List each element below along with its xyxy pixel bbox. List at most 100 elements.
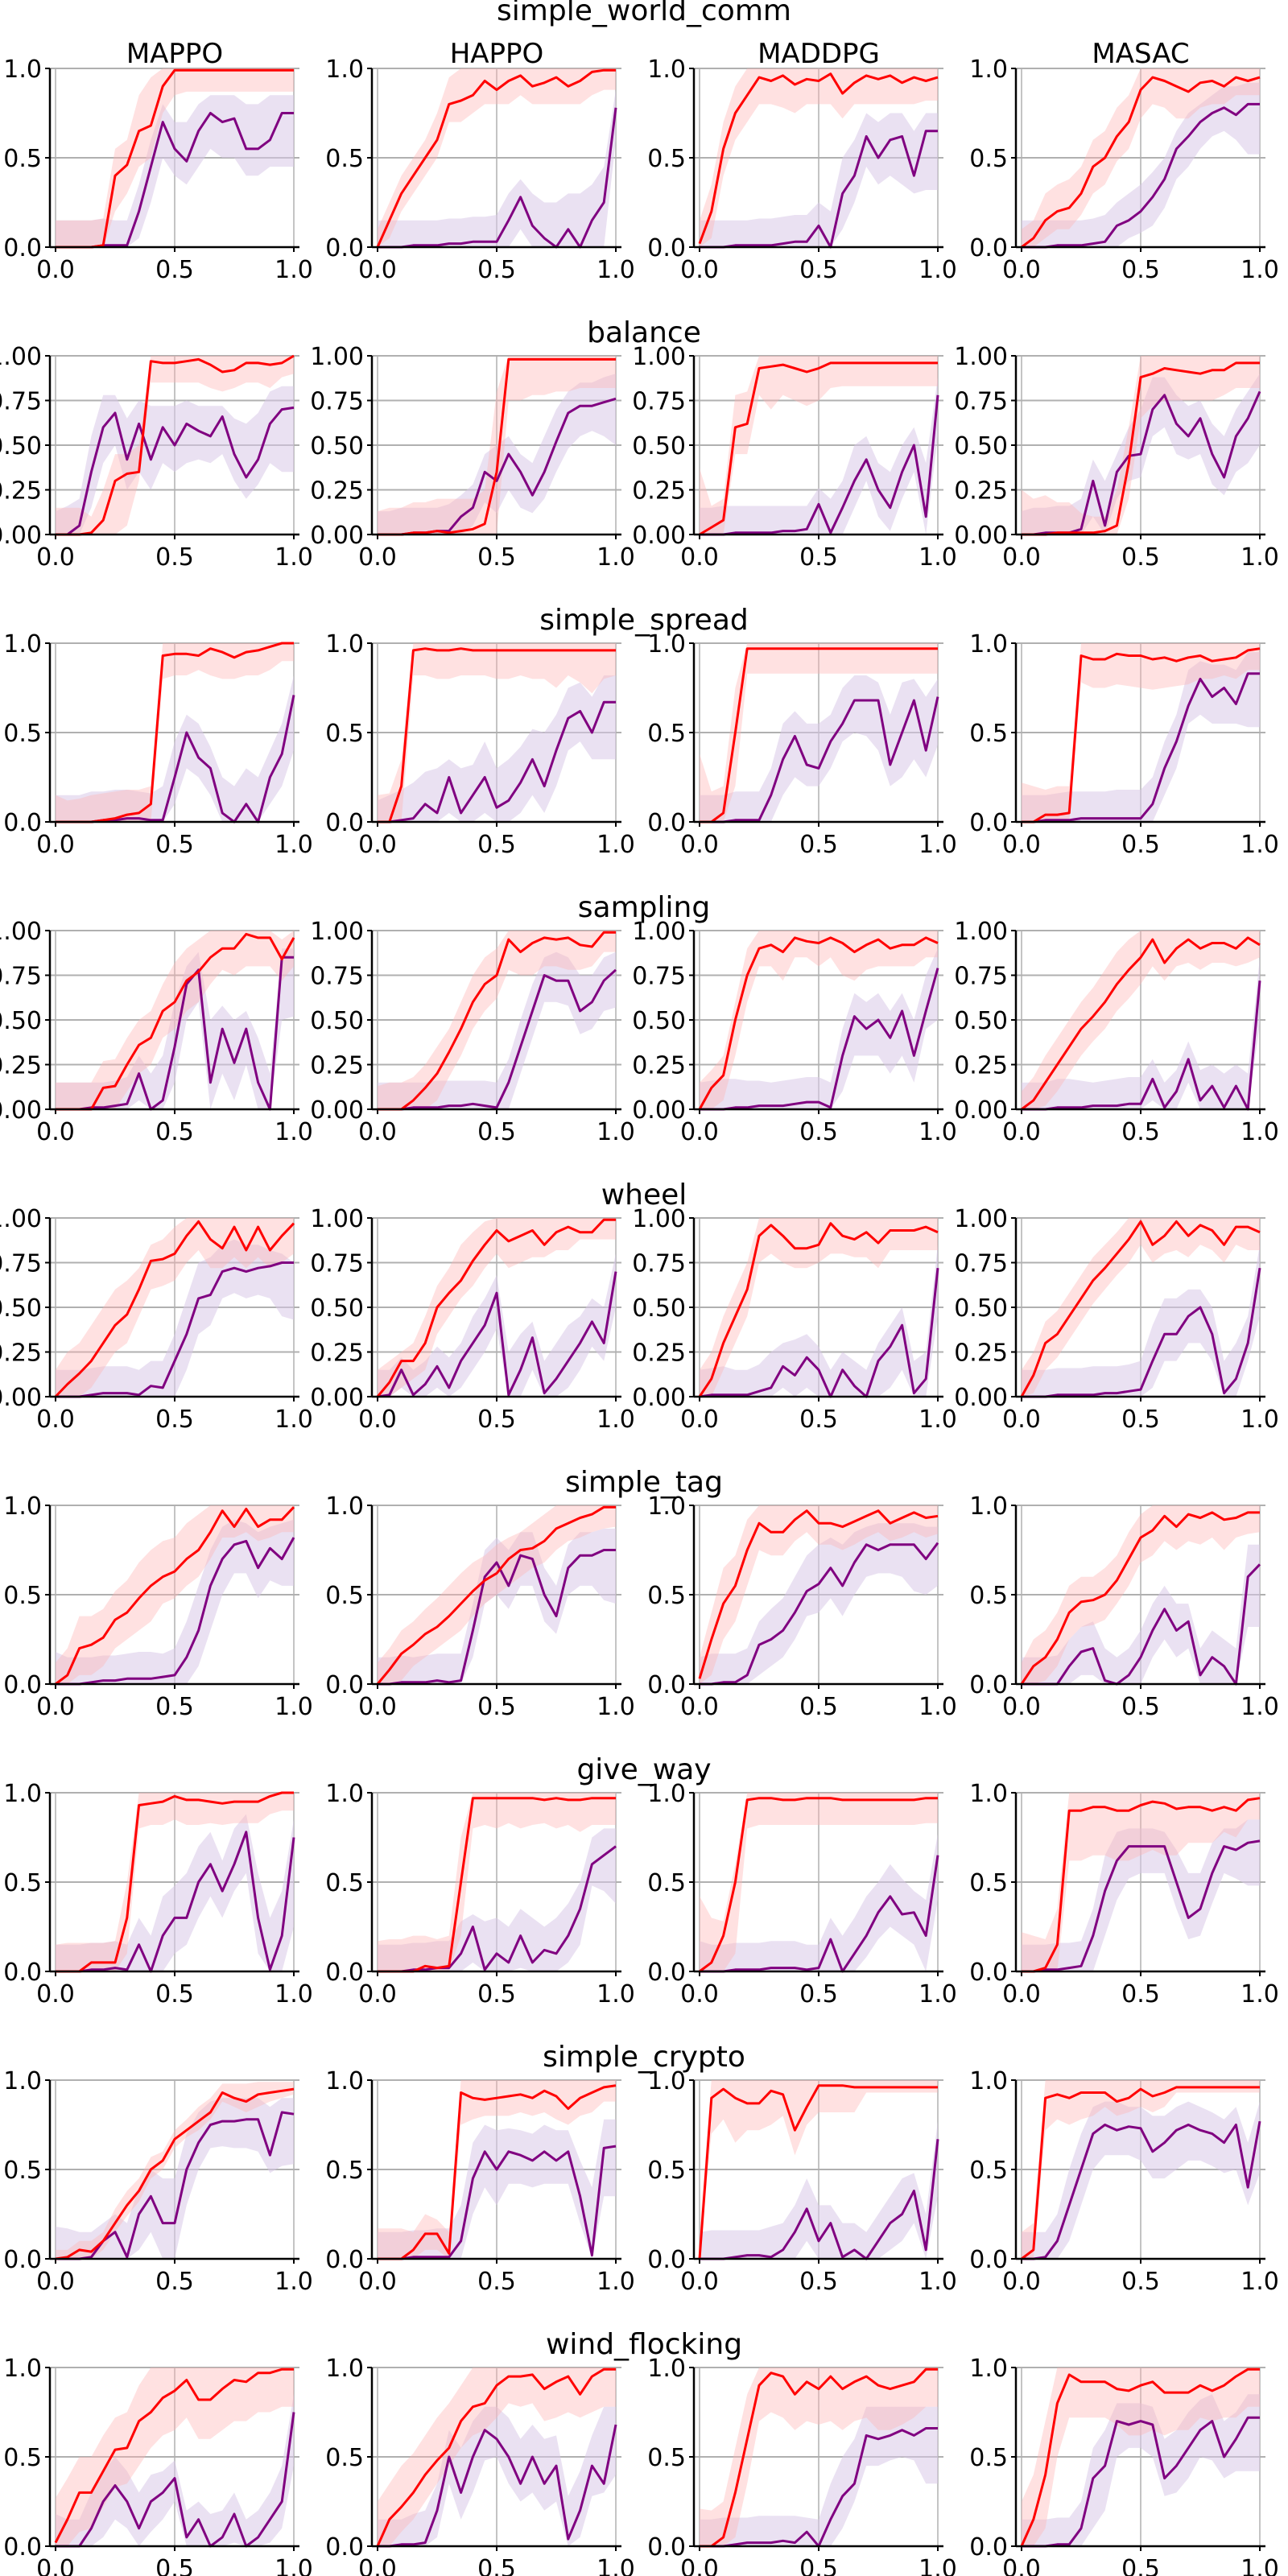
row-title: balance [587, 316, 701, 349]
x-tick-label: 1.0 [1241, 543, 1279, 572]
series-a-line [698, 72, 939, 245]
series-a-band [56, 1218, 294, 1397]
series-b-line [56, 1831, 295, 1973]
subplot-wheel-maddpg: 0.00 0.25 0.50 0.75 1.00 0.0 0.5 1.0 [632, 1205, 957, 1434]
y-tick-label: 1.0 [647, 1492, 686, 1521]
x-tick-label: 1.0 [275, 831, 313, 859]
series-a-line [700, 647, 938, 824]
series-a-band [378, 931, 616, 1109]
subplot-simple-crypto-maddpg: 0.0 0.5 1.0 0.0 0.5 1.0 [647, 2067, 957, 2296]
series-a-band [1022, 1505, 1260, 1684]
x-tick-label: 0.5 [477, 2268, 516, 2296]
y-tick-label: 0.50 [310, 1007, 364, 1035]
y-tick-label: 1.0 [325, 2355, 364, 2383]
x-tick-label: 1.0 [919, 831, 957, 859]
y-tick-label: 1.0 [3, 1780, 42, 1808]
y-tick-label: 0.0 [647, 2246, 686, 2274]
y-tick-label: 0.50 [310, 1294, 364, 1323]
y-tick-label: 0.75 [310, 388, 364, 416]
y-tick-label: 0.50 [954, 1294, 1008, 1323]
x-tick-label: 1.0 [275, 256, 313, 284]
x-tick-label: 0.5 [155, 2268, 194, 2296]
y-tick-label: 0.50 [0, 1007, 42, 1035]
y-tick-label: 0.25 [954, 1340, 1008, 1368]
y-tick-label: 0.0 [3, 2246, 42, 2274]
y-tick-label: 1.00 [0, 1205, 42, 1233]
series-a-band [378, 2368, 616, 2546]
series-a-band [56, 1505, 294, 1684]
x-tick-label: 1.0 [919, 1406, 957, 1434]
y-tick-label: 0.25 [0, 1052, 42, 1080]
series-b-band [56, 948, 294, 1109]
y-tick-label: 0.0 [969, 2533, 1008, 2562]
series-b-line [1022, 2120, 1261, 2260]
x-tick-label: 0.0 [358, 831, 397, 859]
x-tick-label: 0.0 [1002, 1118, 1041, 1146]
series-b-band [56, 2098, 294, 2259]
series-a-line [1022, 1797, 1261, 1973]
y-tick-label: 0.50 [954, 1007, 1008, 1035]
row-title: simple_world_comm [497, 0, 791, 27]
series-b-line [378, 968, 617, 1111]
series-b-band [1022, 2101, 1260, 2259]
x-tick-label: 1.0 [919, 1118, 957, 1146]
x-tick-label: 1.0 [597, 2268, 635, 2296]
row-wheel: wheel0.000.250.500.751.000.00.51.00.000.… [0, 1179, 1279, 1434]
x-tick-label: 0.5 [1121, 1693, 1160, 1721]
subplot-give-way-happo: 0.0 0.5 1.0 0.0 0.5 1.0 [325, 1780, 635, 2008]
subplot-give-way-masac: 0.0 0.5 1.0 0.0 0.5 1.0 [969, 1780, 1279, 2008]
y-tick-label: 1.0 [325, 2067, 364, 2095]
series-b-band [700, 1834, 938, 1971]
series-b-line [700, 968, 939, 1111]
y-tick-label: 1.0 [325, 56, 364, 84]
series-a-line [378, 1797, 616, 1973]
y-tick-label: 1.0 [3, 630, 42, 658]
y-tick-label: 0.25 [954, 477, 1008, 506]
series-a-band [1022, 1218, 1260, 1397]
x-tick-label: 0.0 [36, 1406, 75, 1434]
y-tick-label: 0.0 [325, 234, 364, 262]
row-title: give_way [576, 1753, 711, 1786]
y-tick-label: 0.00 [954, 522, 1008, 550]
series-b-line [1022, 1563, 1261, 1686]
y-tick-label: 0.25 [310, 1340, 364, 1368]
series-a-line [698, 936, 939, 1110]
series-a-line [376, 1505, 616, 1685]
y-tick-label: 0.00 [310, 1096, 364, 1125]
series-a-line [56, 1791, 294, 1973]
subplot-simple-spread-masac: 0.0 0.5 1.0 0.0 0.5 1.0 [969, 630, 1279, 859]
x-tick-label: 1.0 [919, 1980, 957, 2008]
y-tick-label: 0.5 [647, 1582, 686, 1610]
subplot-simple-tag-happo: 0.0 0.5 1.0 0.0 0.5 1.0 [325, 1492, 635, 1721]
subplot-wind-flocking-masac: 0.0 0.5 1.0 0.0 0.5 1.0 [969, 2355, 1279, 2576]
y-tick-label: 1.0 [969, 2067, 1008, 2095]
y-tick-label: 0.25 [0, 477, 42, 506]
y-tick-label: 1.00 [954, 343, 1008, 371]
y-tick-label: 0.00 [632, 1384, 686, 1412]
subplot-simple-crypto-happo: 0.0 0.5 1.0 0.0 0.5 1.0 [325, 2067, 635, 2296]
subplot-simple-world-comm-happo: 0.0 0.5 1.0 0.0 0.5 1.0 [325, 56, 635, 284]
y-tick-label: 1.0 [3, 1492, 42, 1521]
y-tick-label: 1.00 [0, 918, 42, 946]
x-tick-label: 0.5 [1121, 2268, 1160, 2296]
y-tick-label: 0.75 [632, 388, 686, 416]
series-a-line [54, 2368, 294, 2544]
series-b-band [56, 95, 294, 247]
column-title-mappo: MAPPO [126, 38, 223, 70]
x-tick-label: 0.5 [1121, 2555, 1160, 2576]
y-tick-label: 1.0 [3, 2067, 42, 2095]
y-tick-label: 0.5 [969, 145, 1008, 173]
series-b-line [378, 700, 616, 824]
x-tick-label: 0.5 [155, 2555, 194, 2576]
y-tick-label: 1.00 [954, 918, 1008, 946]
x-tick-label: 1.0 [1241, 1118, 1279, 1146]
series-b-line [377, 1271, 617, 1398]
series-b-band [378, 1253, 616, 1397]
y-tick-label: 0.0 [969, 809, 1008, 837]
y-tick-label: 0.50 [310, 432, 364, 460]
y-tick-label: 1.0 [3, 56, 42, 84]
series-b-band [56, 1519, 294, 1684]
